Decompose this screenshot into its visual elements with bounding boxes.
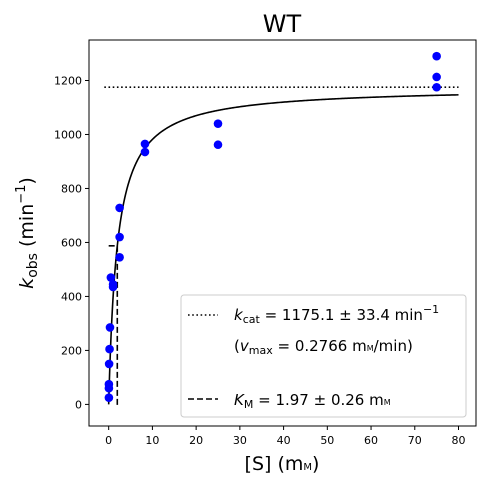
y-tick-label: 200 [61,344,82,357]
y-tick-label: 800 [61,182,82,195]
data-point [432,51,441,61]
legend-entry-kcat: kcat = 1175.1 ± 33.4 min−1 [234,303,439,326]
data-point [104,359,114,369]
y-axis-label: kobs (min−1) [14,177,41,289]
data-point [104,393,114,402]
legend-box [180,294,467,418]
plot-area: 0 10 20 30 40 50 60 70 80 0 200 400 600 800 1000 1200 [54,39,477,447]
legend-entry-km: KM = 1.97 ± 0.26 mm [234,391,391,411]
x-tick-label: 20 [189,434,203,447]
x-tick-label: 80 [452,434,466,447]
x-tick-label: 50 [320,434,334,447]
data-point [115,203,124,213]
x-tick-label: 10 [145,434,159,447]
x-axis: 0 10 20 30 40 50 60 70 80 [105,426,466,447]
y-tick-label: 400 [61,290,82,303]
x-tick-label: 60 [364,434,378,447]
y-tick-label: 0 [75,398,82,411]
y-tick-label: 1000 [54,128,82,141]
chart-title: WT [263,10,302,38]
x-tick-label: 30 [233,434,247,447]
y-tick-label: 1200 [54,74,82,87]
data-point [104,379,114,389]
plot-frame [88,39,477,427]
data-point [115,252,124,262]
x-tick-label: 70 [408,434,422,447]
legend-entry-vmax: (vmax = 0.2766 mm/min) [234,337,413,357]
data-point [213,119,223,128]
data-point [213,140,223,150]
data-point [108,279,118,289]
y-axis: 0 200 400 600 800 1000 1200 [54,74,89,411]
x-tick-label: 40 [277,434,291,447]
data-point [140,139,150,149]
x-axis-label: [S] (mm) [245,453,320,475]
data-point [115,232,124,242]
data-point [140,147,150,157]
data-point [432,72,441,82]
y-tick-label: 600 [61,236,82,249]
data-point [105,344,114,354]
data-point [106,273,116,282]
data-point [432,82,441,92]
data-points [104,51,441,402]
km-marker [108,245,119,408]
data-point [105,323,115,332]
legend: kcat = 1175.1 ± 33.4 min−1 (vmax = 0.276… [180,294,467,418]
x-tick-label: 0 [105,434,112,447]
